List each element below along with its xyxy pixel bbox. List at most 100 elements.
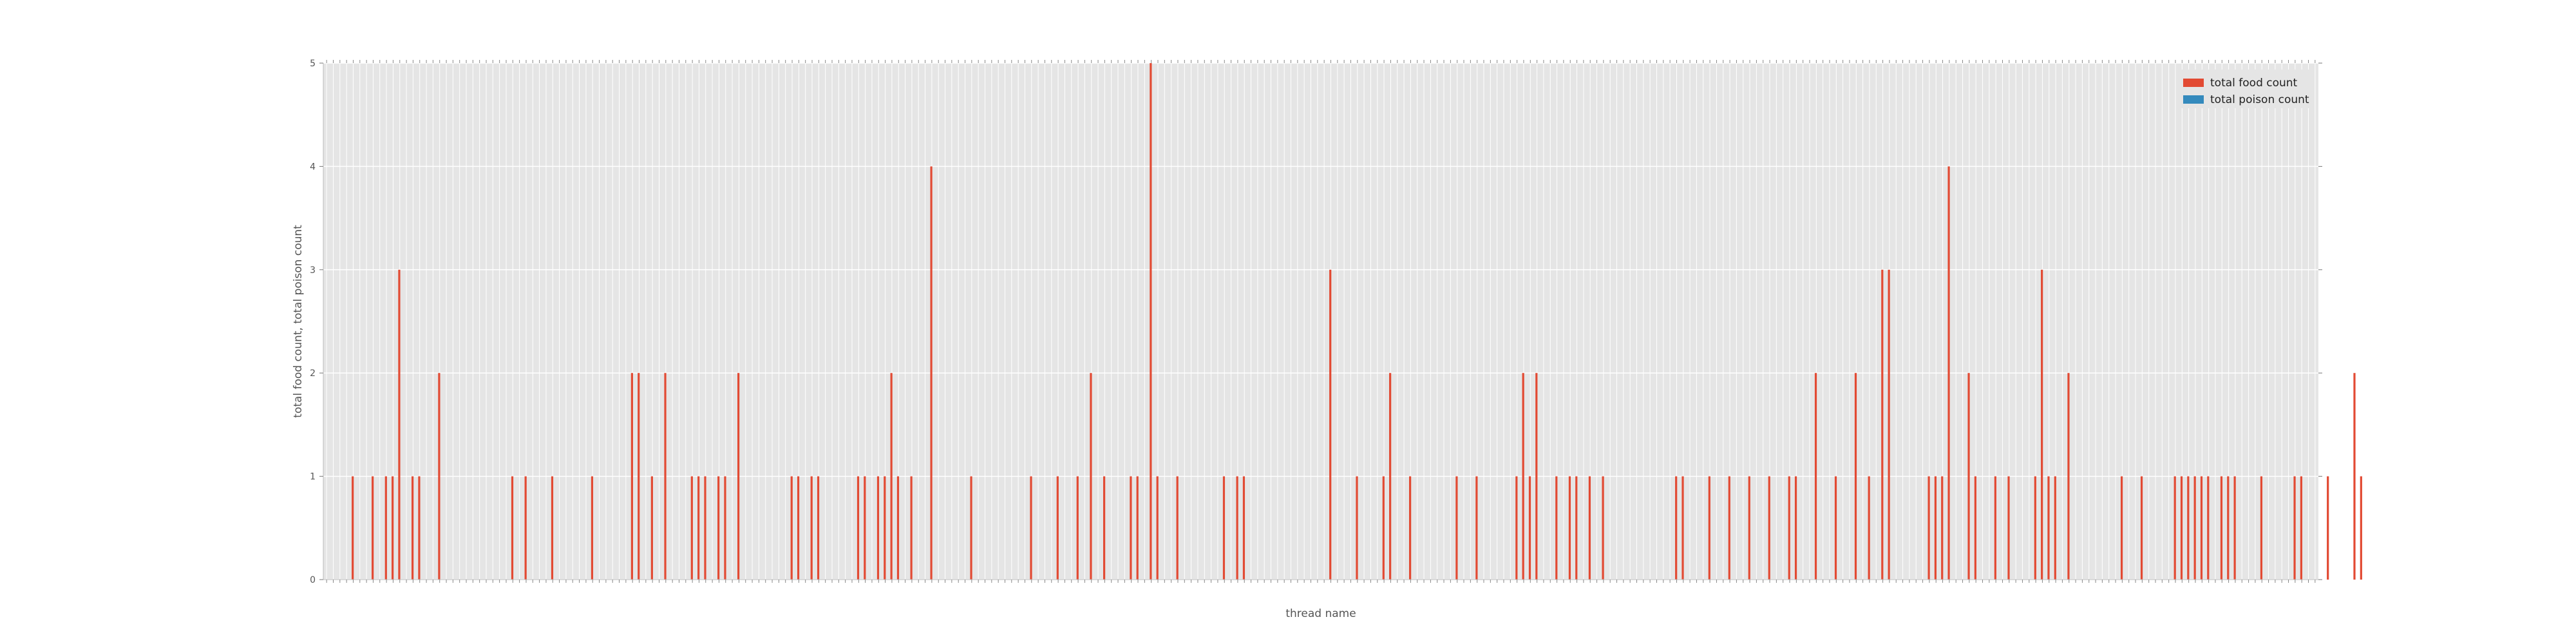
bar-food — [1409, 476, 1412, 580]
bar-food — [392, 476, 394, 580]
bar-food — [384, 476, 387, 580]
bar-food — [2041, 269, 2043, 580]
bar-food — [724, 476, 726, 580]
plot-background — [323, 63, 2318, 580]
bar-food — [737, 373, 740, 580]
bar-food — [2120, 476, 2123, 580]
bar-food — [2227, 476, 2230, 580]
bar-food — [1768, 476, 1770, 580]
y-tick-label: 5 — [310, 59, 316, 69]
bar-food — [717, 476, 720, 580]
bar-food — [1522, 373, 1524, 580]
bar-food — [2180, 476, 2183, 580]
bar-food — [890, 373, 893, 580]
y-axis-title: total food count, total poison count — [292, 225, 305, 418]
bar-food — [551, 476, 554, 580]
bar-food — [1150, 63, 1152, 580]
x-axis-title: thread name — [1285, 607, 1356, 620]
bar-food — [1382, 476, 1385, 580]
bar-food — [1103, 476, 1106, 580]
bar-food — [1222, 476, 1226, 580]
bar-food — [1881, 269, 1884, 580]
bar-food — [704, 476, 706, 580]
bar-food — [1728, 476, 1730, 580]
bar-food — [1555, 476, 1558, 580]
bar-food — [2034, 476, 2036, 580]
bar-food — [1588, 476, 1591, 580]
bar-food — [1854, 373, 1857, 580]
bar-food — [352, 476, 354, 580]
bar-food — [1568, 476, 1571, 580]
bar-food — [2174, 476, 2176, 580]
bar-food — [2360, 476, 2362, 580]
bar-food — [1814, 373, 1817, 580]
bar-food — [1176, 476, 1179, 580]
bar-food — [1356, 476, 1358, 580]
bar-food — [2233, 476, 2236, 580]
bar-food — [1967, 373, 1970, 580]
y-tick-label: 2 — [310, 368, 316, 379]
bar-food — [1236, 476, 1238, 580]
x-tick-marks — [326, 60, 2316, 583]
bar-food — [910, 476, 913, 580]
bar-food — [810, 476, 813, 580]
bar-food — [1934, 476, 1937, 580]
bar-food — [864, 476, 866, 580]
bar-food — [817, 476, 820, 580]
bar-food — [1156, 476, 1159, 580]
bar-food — [511, 476, 514, 580]
bar-food — [418, 476, 421, 580]
bar-food — [630, 373, 633, 580]
bar-food — [2327, 476, 2329, 580]
bar-food — [690, 476, 693, 580]
bar-food — [2140, 476, 2143, 580]
bar-food — [1515, 476, 1518, 580]
bar-food — [1788, 476, 1790, 580]
y-tick-label: 0 — [310, 575, 316, 585]
bar-food — [2207, 476, 2210, 580]
bar-food — [372, 476, 374, 580]
bar-food — [650, 476, 653, 580]
bar-food — [1888, 269, 1890, 580]
bar-food — [438, 373, 440, 580]
bar-food — [1681, 476, 1684, 580]
bar-food — [591, 476, 594, 580]
bar-food — [1834, 476, 1837, 580]
bar-food — [1675, 476, 1678, 580]
legend-swatch-total-food-count — [2183, 79, 2204, 87]
bar-food — [1748, 476, 1750, 580]
y-tick-label: 1 — [310, 472, 316, 482]
bar-food — [1455, 476, 1458, 580]
bar-food — [1030, 476, 1032, 580]
bar-food — [1708, 476, 1710, 580]
bar-food — [896, 476, 900, 580]
legend: total food count total poison count — [2177, 70, 2312, 108]
bar-food — [2187, 476, 2190, 580]
bar-food — [638, 373, 640, 580]
bar-food — [697, 476, 700, 580]
bar-food — [2293, 476, 2296, 580]
bar-food — [1927, 476, 1930, 580]
bar-food — [884, 476, 886, 580]
legend-label-total-food-count: total food count — [2210, 77, 2298, 90]
bar-food — [398, 269, 401, 580]
bar-food — [1994, 476, 1996, 580]
bar-food — [1056, 476, 1059, 580]
y-tick-labels: 0 1 2 3 4 5 — [310, 59, 2322, 585]
bar-food — [664, 373, 667, 580]
bar-food — [2300, 476, 2302, 580]
bar-food — [1947, 166, 1950, 580]
y-tick-label: 3 — [310, 265, 316, 276]
bar-food — [2200, 476, 2203, 580]
bar-food — [2047, 476, 2050, 580]
y-tick-label: 4 — [310, 162, 316, 172]
bar-food — [1602, 476, 1604, 580]
bar-food — [1329, 269, 1332, 580]
bar-food — [1941, 476, 1944, 580]
bar-food — [1242, 476, 1245, 580]
bar-food — [2067, 373, 2070, 580]
bar-food — [2260, 476, 2263, 580]
bar-food — [2054, 476, 2056, 580]
bar-food — [1575, 476, 1578, 580]
